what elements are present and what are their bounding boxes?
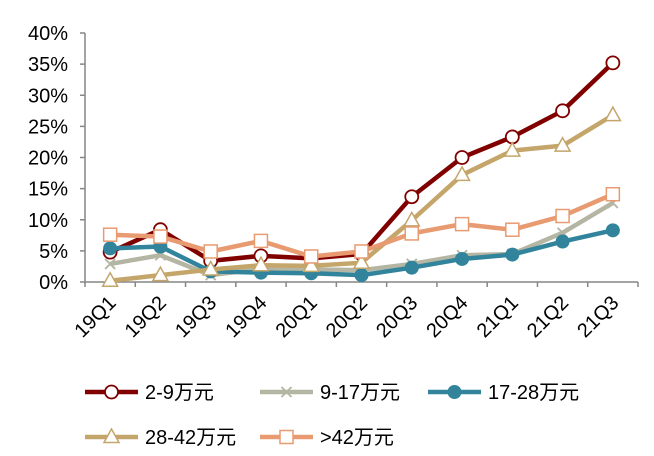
- y-tick-label: 20%: [28, 148, 68, 170]
- chart-legend: 2-9万元 9-17万元 17-28万元 28-42万元 >42万元: [85, 382, 579, 449]
- legend-item-4: 28-42万元: [85, 427, 236, 449]
- x-tick-label: 20Q1: [272, 292, 322, 342]
- legend-label: 28-42万元: [145, 427, 236, 449]
- data-point-marker: [151, 265, 170, 282]
- data-point-marker: [605, 223, 620, 238]
- y-tick-label: 40%: [28, 23, 68, 45]
- x-tick-label: 20Q3: [372, 292, 422, 342]
- x-tick-label: 21Q2: [523, 292, 573, 342]
- data-point-marker: [454, 216, 470, 232]
- y-axis-ticks: 0% 5% 10% 15% 20% 25% 30% 35% 40%: [28, 23, 85, 294]
- legend-label: 9-17万元: [320, 382, 400, 404]
- x-axis-ticks: 19Q1 19Q2 19Q3 19Q4 20Q1 20Q2 20Q3 20Q4 21Q1 21Q2…: [71, 282, 639, 342]
- y-tick-label: 25%: [28, 116, 68, 138]
- data-point-marker: [302, 256, 321, 273]
- data-point-marker: [505, 247, 520, 262]
- legend-marker: [447, 385, 462, 399]
- series-1: [102, 55, 621, 269]
- data-point-marker: [102, 227, 118, 242]
- x-tick-label: 19Q1: [71, 292, 121, 342]
- x-tick-label: 20Q2: [322, 292, 372, 342]
- y-tick-label: 0%: [39, 272, 68, 294]
- data-point-marker: [203, 244, 218, 259]
- data-point-marker: [404, 189, 420, 205]
- data-point-marker: [354, 244, 369, 259]
- data-point-marker: [104, 258, 116, 270]
- data-point-marker: [455, 251, 470, 266]
- x-tick-label: 19Q2: [121, 292, 171, 342]
- data-point-marker: [555, 234, 570, 249]
- x-tick-label: 19Q3: [171, 292, 221, 342]
- legend-item-2: 9-17万元: [260, 382, 400, 404]
- data-point-marker: [354, 268, 369, 283]
- data-point-marker: [404, 260, 419, 275]
- data-point-marker: [201, 260, 220, 276]
- data-point-marker: [253, 233, 269, 249]
- data-point-marker: [453, 165, 471, 182]
- data-point-marker: [553, 136, 572, 152]
- data-point-marker: [604, 105, 622, 122]
- data-point-marker: [402, 210, 421, 227]
- data-point-marker: [303, 249, 319, 264]
- x-tick-label: 21Q3: [573, 292, 623, 342]
- data-point-marker: [555, 103, 570, 119]
- y-tick-label: 35%: [28, 54, 68, 76]
- data-point-marker: [352, 253, 371, 269]
- y-tick-label: 10%: [28, 210, 68, 232]
- data-point-marker: [454, 150, 470, 165]
- data-point-marker: [103, 241, 118, 256]
- legend-item-1: 2-9万元: [85, 382, 214, 404]
- legend-item-5: >42万元: [260, 427, 394, 449]
- legend-label: >42万元: [320, 427, 394, 449]
- y-tick-label: 30%: [28, 85, 68, 107]
- data-point-marker: [252, 255, 270, 272]
- legend-label: 2-9万元: [145, 382, 214, 404]
- data-point-marker: [605, 186, 621, 202]
- series-line: [109, 61, 615, 264]
- y-tick-label: 5%: [39, 241, 68, 263]
- x-tick-label: 19Q4: [221, 292, 271, 342]
- legend-marker: [102, 427, 121, 444]
- legend-label: 17-28万元: [488, 382, 579, 404]
- data-point-marker: [555, 208, 570, 224]
- data-point-marker: [101, 271, 119, 288]
- series-5: [102, 186, 621, 264]
- data-point-marker: [503, 141, 522, 157]
- plot-series: [101, 55, 622, 288]
- x-tick-label: 20Q4: [422, 292, 472, 342]
- y-tick-label: 15%: [28, 179, 68, 201]
- series-4: [101, 105, 622, 288]
- data-point-marker: [153, 229, 168, 244]
- legend-marker: [104, 384, 119, 400]
- data-point-marker: [605, 55, 621, 71]
- legend-marker: [279, 429, 294, 445]
- data-point-marker: [505, 222, 520, 237]
- data-point-marker: [404, 226, 420, 241]
- x-tick-label: 21Q1: [473, 292, 523, 342]
- legend-item-3: 17-28万元: [428, 382, 579, 404]
- legend-marker: [280, 386, 293, 398]
